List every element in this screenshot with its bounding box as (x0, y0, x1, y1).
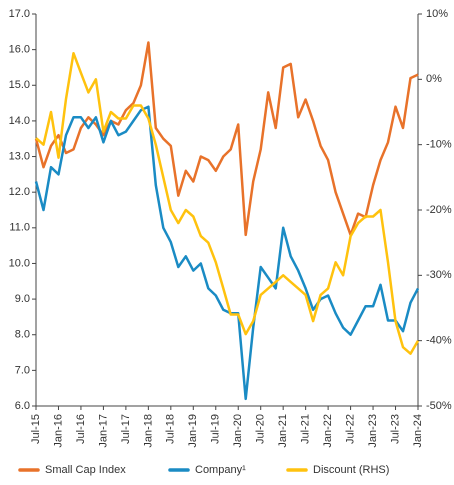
y2-tick-label: -40% (426, 335, 452, 347)
x-tick-label: Jan-24 (412, 414, 424, 448)
y2-tick-label: -20% (426, 204, 452, 216)
series-line (34, 105, 420, 401)
x-tick-label: Jul-15 (30, 414, 42, 444)
y-tick-label: 13.0 (9, 150, 30, 162)
x-tick-label: Jan-21 (277, 414, 289, 448)
y-tick-label: 12.0 (9, 186, 30, 198)
y2-tick-label: -30% (426, 269, 452, 281)
x-tick-label: Jul-18 (165, 414, 177, 444)
legend-label: Discount (RHS) (313, 464, 389, 476)
x-tick-label: Jan-19 (187, 414, 199, 448)
y-tick-label: 14.0 (9, 115, 30, 127)
x-tick-label: Jan-17 (97, 414, 109, 448)
x-tick-label: Jan-22 (322, 414, 334, 448)
y-tick-label: 17.0 (9, 8, 30, 20)
y-tick-label: 6.0 (15, 400, 30, 412)
y2-tick-label: 10% (426, 8, 448, 20)
y-tick-label: 8.0 (15, 329, 30, 341)
x-tick-label: Jul-16 (75, 414, 87, 444)
y2-tick-label: -10% (426, 139, 452, 151)
x-tick-label: Jul-22 (344, 414, 356, 444)
y-tick-label: 10.0 (9, 257, 30, 269)
legend-label: Company¹ (195, 464, 246, 476)
y2-tick-label: 0% (426, 73, 442, 85)
legend-label: Small Cap Index (45, 464, 126, 476)
x-tick-label: Jul-17 (120, 414, 132, 444)
y-tick-label: 16.0 (9, 44, 30, 56)
x-tick-label: Jan-20 (232, 414, 244, 448)
x-tick-label: Jan-23 (367, 414, 379, 448)
x-tick-label: Jul-20 (255, 414, 267, 444)
y-tick-label: 7.0 (15, 364, 30, 376)
x-tick-label: Jan-16 (52, 414, 64, 448)
x-tick-label: Jul-23 (389, 414, 401, 444)
series-line (35, 51, 420, 355)
y-tick-label: 11.0 (9, 222, 30, 234)
y-tick-label: 15.0 (9, 79, 30, 91)
y-tick-label: 9.0 (15, 293, 30, 305)
x-tick-label: Jul-19 (210, 414, 222, 444)
y2-tick-label: -50% (426, 400, 452, 412)
series-line (34, 41, 419, 237)
x-tick-label: Jan-18 (142, 414, 154, 448)
x-tick-label: Jul-21 (300, 414, 312, 444)
